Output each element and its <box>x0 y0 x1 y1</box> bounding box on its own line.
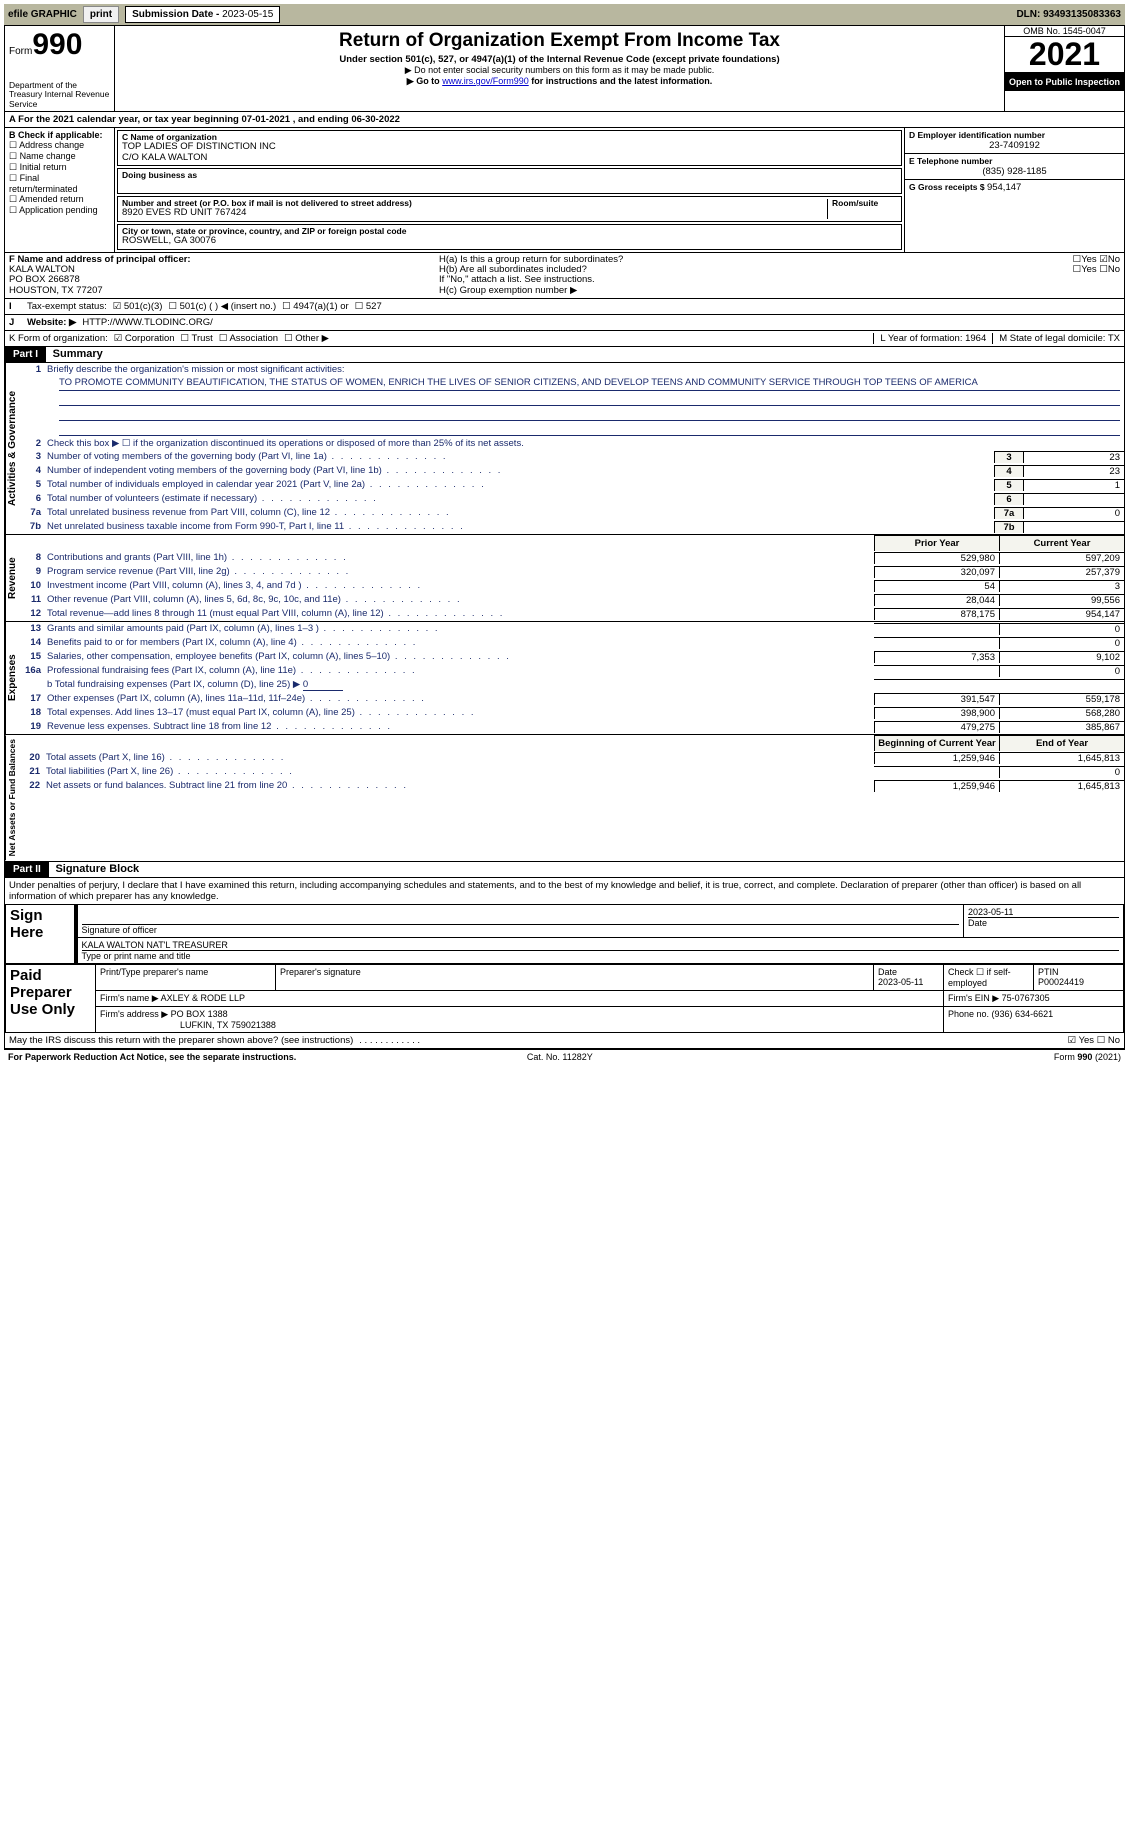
submission-date-pill: Submission Date - 2023-05-15 <box>125 6 280 23</box>
right-ids: D Employer identification number 23-7409… <box>904 128 1124 252</box>
sign-here-table: Sign Here Signature of officer 2023-05-1… <box>5 904 1124 964</box>
part-ii: Part II Signature Block Under penalties … <box>4 862 1125 1049</box>
irs-link[interactable]: www.irs.gov/Form990 <box>442 76 529 86</box>
chk-address-change[interactable]: Address change <box>9 140 110 151</box>
gross-receipts: 954,147 <box>987 182 1021 193</box>
side-activities: Activities & Governance <box>5 363 19 534</box>
print-button[interactable]: print <box>83 6 119 23</box>
chk-app-pending[interactable]: Application pending <box>9 205 110 216</box>
chk-final-return[interactable]: Final return/terminated <box>9 173 110 194</box>
form-warn1: ▶ Do not enter social security numbers o… <box>119 65 1000 76</box>
form-header: Form990 Department of the Treasury Inter… <box>4 25 1125 112</box>
dln: DLN: 93493135083363 <box>1016 9 1121 20</box>
officer-group-block: F Name and address of principal officer:… <box>4 253 1125 300</box>
part-i: Part I Summary Activities & Governance 1… <box>4 347 1125 861</box>
phone: (835) 928-1185 <box>909 166 1120 177</box>
mission-text: TO PROMOTE COMMUNITY BEAUTIFICATION, THE… <box>59 377 1120 391</box>
line-i: I Tax-exempt status: 501(c)(3) 501(c) ( … <box>4 299 1125 315</box>
discuss-yesno[interactable]: ☑ Yes ☐ No <box>1068 1035 1120 1046</box>
chk-501c[interactable]: 501(c) ( ) ◀ (insert no.) <box>168 301 276 312</box>
tax-period: A For the 2021 calendar year, or tax yea… <box>4 112 1125 128</box>
ein: 23-7409192 <box>909 140 1120 151</box>
side-expenses: Expenses <box>5 622 19 734</box>
identity-block: B Check if applicable: Address change Na… <box>4 128 1125 253</box>
chk-initial-return[interactable]: Initial return <box>9 162 110 173</box>
chk-527[interactable]: 527 <box>355 301 382 312</box>
side-revenue: Revenue <box>5 535 19 621</box>
chk-other[interactable]: Other ▶ <box>284 333 329 344</box>
efile-label: efile GRAPHIC <box>8 9 77 20</box>
form-title: Return of Organization Exempt From Incom… <box>119 30 1000 52</box>
box-b: B Check if applicable: Address change Na… <box>5 128 115 252</box>
chk-trust[interactable]: Trust <box>181 333 213 344</box>
form-990-label: Form990 <box>9 28 110 61</box>
chk-501c3[interactable]: 501(c)(3) <box>113 301 163 312</box>
paid-preparer-table: Paid Preparer Use Only Print/Type prepar… <box>5 964 1124 1033</box>
chk-4947[interactable]: 4947(a)(1) or <box>282 301 349 312</box>
line-k: K Form of organization: Corporation Trus… <box>4 331 1125 347</box>
form-subtitle: Under section 501(c), 527, or 4947(a)(1)… <box>119 54 1000 65</box>
omb-number: OMB No. 1545-0047 <box>1005 26 1124 36</box>
side-net-assets: Net Assets or Fund Balances <box>5 735 18 860</box>
hb-yesno[interactable]: ☐Yes ☐No <box>1073 265 1120 275</box>
open-public: Open to Public Inspection <box>1005 73 1124 91</box>
form-warn2: ▶ Go to www.irs.gov/Form990 for instruct… <box>119 76 1000 87</box>
footer: For Paperwork Reduction Act Notice, see … <box>4 1049 1125 1064</box>
chk-amended[interactable]: Amended return <box>9 194 110 205</box>
website: HTTP://WWW.TLODINC.ORG/ <box>82 317 212 328</box>
chk-assoc[interactable]: Association <box>219 333 278 344</box>
line-j: J Website: ▶ HTTP://WWW.TLODINC.ORG/ <box>4 315 1125 331</box>
chk-corp[interactable]: Corporation <box>114 333 175 344</box>
dept-treasury: Department of the Treasury Internal Reve… <box>9 81 110 109</box>
topbar: efile GRAPHIC print Submission Date - 20… <box>4 4 1125 25</box>
box-c: C Name of organization TOP LADIES OF DIS… <box>115 128 904 252</box>
chk-name-change[interactable]: Name change <box>9 151 110 162</box>
tax-year: 2021 <box>1005 36 1124 73</box>
